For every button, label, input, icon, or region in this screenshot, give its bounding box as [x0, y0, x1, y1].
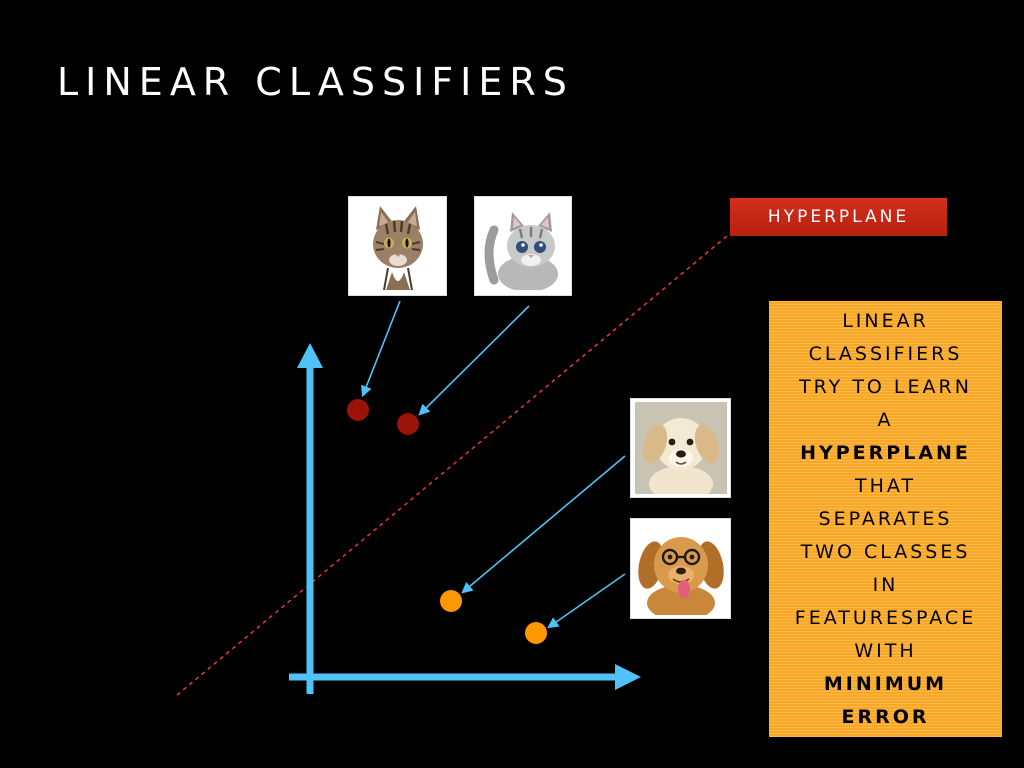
- cat-point-1: [347, 399, 369, 421]
- callout-line: SEPARATES: [818, 507, 953, 530]
- dog-point-1: [440, 590, 462, 612]
- callout-box: LINEAR CLASSIFIERS TRY TO LEARN A HYPERP…: [769, 301, 1002, 737]
- tabby-cat-photo: [348, 196, 447, 296]
- callout-line-emphasis: HYPERPLANE: [800, 441, 971, 464]
- puppy-photo: [630, 398, 731, 498]
- hyperplane-label: HYPERPLANE: [730, 198, 947, 236]
- x-axis: [289, 664, 641, 690]
- callout-line: LINEAR: [842, 309, 929, 332]
- callout-line: WITH: [854, 639, 917, 662]
- callout-line-emphasis: MINIMUM: [823, 672, 948, 695]
- callout-line: THAT: [854, 474, 917, 497]
- pointer-arrow-kitten: [418, 305, 530, 416]
- pointer-arrow-puppy: [461, 455, 626, 594]
- dog-with-glasses-photo: [630, 518, 731, 619]
- slide-title: LINEAR CLASSIFIERS: [57, 60, 574, 104]
- callout-line: TRY TO LEARN: [799, 375, 972, 398]
- callout-line: FEATURESPACE: [794, 606, 977, 629]
- kitten-photo: [474, 196, 572, 296]
- callout-line: A: [877, 408, 894, 431]
- dog-point-2: [525, 622, 547, 644]
- cat-point-2: [397, 413, 419, 435]
- pointer-arrow-dog: [547, 573, 626, 629]
- callout-line: CLASSIFIERS: [808, 342, 963, 365]
- callout-line-emphasis: ERROR: [841, 705, 930, 728]
- callout-line: TWO CLASSES: [800, 540, 971, 563]
- y-axis: [297, 343, 323, 694]
- pointer-arrow-tabby-cat: [361, 300, 401, 398]
- callout-line: IN: [872, 573, 899, 596]
